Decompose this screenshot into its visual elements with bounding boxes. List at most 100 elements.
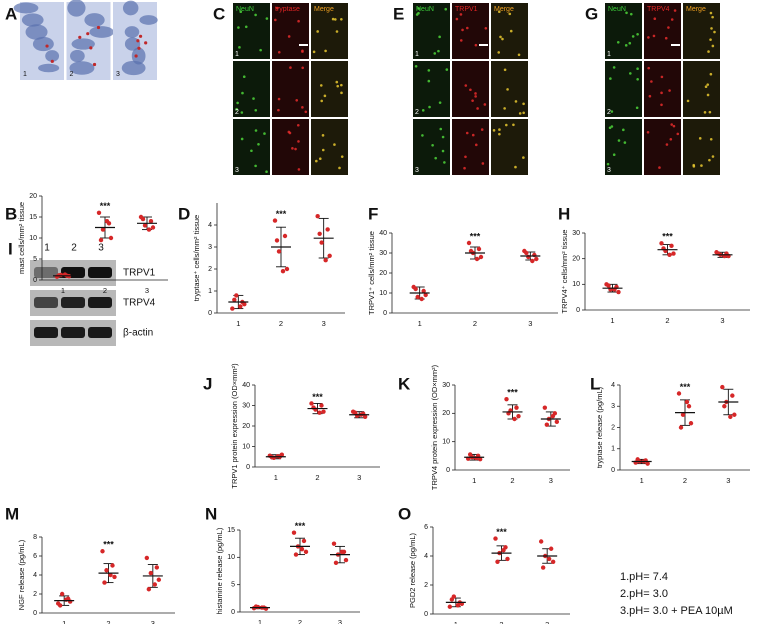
y-tick-label: 6: [424, 524, 428, 531]
cell-signal: [509, 29, 513, 33]
data-point: [415, 294, 420, 300]
row-label: 2: [607, 109, 611, 116]
cell-signal: [427, 79, 431, 83]
tissue-fold: [131, 47, 146, 65]
cell-signal: [698, 137, 702, 140]
cell-signal: [636, 77, 639, 81]
cell-signal: [241, 91, 244, 95]
data-point: [282, 233, 288, 239]
data-point: [230, 306, 235, 311]
data-point: [514, 405, 519, 410]
cell-signal: [254, 129, 258, 132]
data-point: [720, 384, 725, 390]
cell-signal: [653, 17, 657, 21]
panel-letter: H: [558, 204, 570, 223]
cell-signal: [503, 68, 507, 72]
cell-signal: [629, 12, 633, 16]
y-tick-label: 3: [208, 244, 212, 251]
cell-signal: [464, 84, 468, 87]
cell-signal: [501, 37, 504, 41]
data-point: [301, 538, 307, 544]
x-tick-label: 1: [610, 316, 614, 325]
x-tick-label: 2: [279, 319, 283, 328]
x-tick-label: 3: [322, 319, 326, 328]
legend-entry: 2.pH= 3.0: [620, 588, 668, 600]
cell-signal: [465, 131, 469, 135]
data-point: [667, 252, 672, 258]
cell-signal: [711, 155, 715, 158]
y-axis-label: mast cells/mm² tissue: [17, 202, 26, 274]
y-tick-label: 20: [442, 410, 450, 417]
data-point: [108, 572, 113, 578]
data-point: [550, 413, 556, 419]
cell-signal: [713, 30, 716, 34]
mast-cell: [96, 25, 101, 30]
cell-signal: [635, 106, 639, 110]
x-tick-label: 2: [298, 618, 302, 624]
tissue-fold: [25, 24, 48, 40]
panel-letter: G: [585, 4, 598, 23]
data-point: [467, 452, 473, 457]
mast-cell: [45, 44, 49, 48]
significance: ***: [662, 232, 673, 242]
cell-signal: [274, 18, 277, 22]
cell-signal: [431, 143, 434, 147]
row-label: 1: [607, 51, 611, 58]
cell-signal: [301, 106, 304, 109]
cell-signal: [250, 149, 253, 153]
lane-label: 1: [44, 243, 50, 254]
cell-signal: [492, 129, 496, 132]
x-tick-label: 3: [549, 476, 553, 485]
cell-signal: [254, 164, 257, 168]
cell-signal: [503, 107, 506, 110]
data-point: [339, 549, 345, 555]
cell-signal: [340, 83, 343, 87]
cell-signal: [265, 17, 269, 20]
data-point: [146, 587, 152, 592]
y-tick-label: 20: [29, 193, 37, 200]
cell-signal: [499, 35, 502, 39]
data-point: [362, 414, 368, 419]
cell-signal: [333, 143, 336, 146]
panel-letter: O: [398, 504, 411, 523]
cell-signal: [287, 35, 291, 38]
cell-signal: [711, 15, 714, 19]
cell-signal: [242, 75, 246, 78]
micrograph: [491, 3, 528, 59]
x-tick-label: 1: [258, 618, 262, 624]
y-tick-label: 0: [33, 610, 37, 617]
data-point: [110, 563, 115, 568]
cell-signal: [709, 72, 713, 76]
cell-signal: [427, 69, 431, 72]
cell-signal: [434, 156, 437, 160]
y-tick-label: 2: [611, 424, 615, 431]
lane-label: 3: [98, 243, 104, 254]
data-point: [546, 556, 552, 562]
data-point: [505, 556, 510, 562]
cell-signal: [665, 143, 669, 146]
mast-cell: [92, 62, 97, 67]
cell-signal: [252, 97, 255, 100]
micrograph: [311, 61, 348, 117]
row-label: 2: [235, 109, 239, 116]
tissue-fold: [45, 50, 60, 62]
cell-signal: [612, 153, 616, 157]
cell-signal: [257, 142, 260, 146]
cell-signal: [646, 130, 650, 134]
micrograph: [491, 61, 528, 117]
data-point: [474, 256, 480, 262]
significance: ***: [507, 388, 518, 398]
x-tick-label: 1: [472, 476, 476, 485]
data-point: [413, 286, 418, 292]
data-point: [102, 580, 107, 585]
cell-signal: [291, 147, 294, 150]
cell-signal: [459, 13, 463, 16]
cell-signal: [335, 30, 339, 33]
cell-signal: [421, 134, 424, 137]
data-point: [108, 235, 114, 241]
channel-label: NeuN: [416, 6, 434, 13]
x-tick-label: 3: [528, 319, 532, 328]
y-tick-label: 10: [242, 443, 250, 450]
cell-signal: [617, 139, 621, 142]
data-point: [303, 549, 309, 555]
